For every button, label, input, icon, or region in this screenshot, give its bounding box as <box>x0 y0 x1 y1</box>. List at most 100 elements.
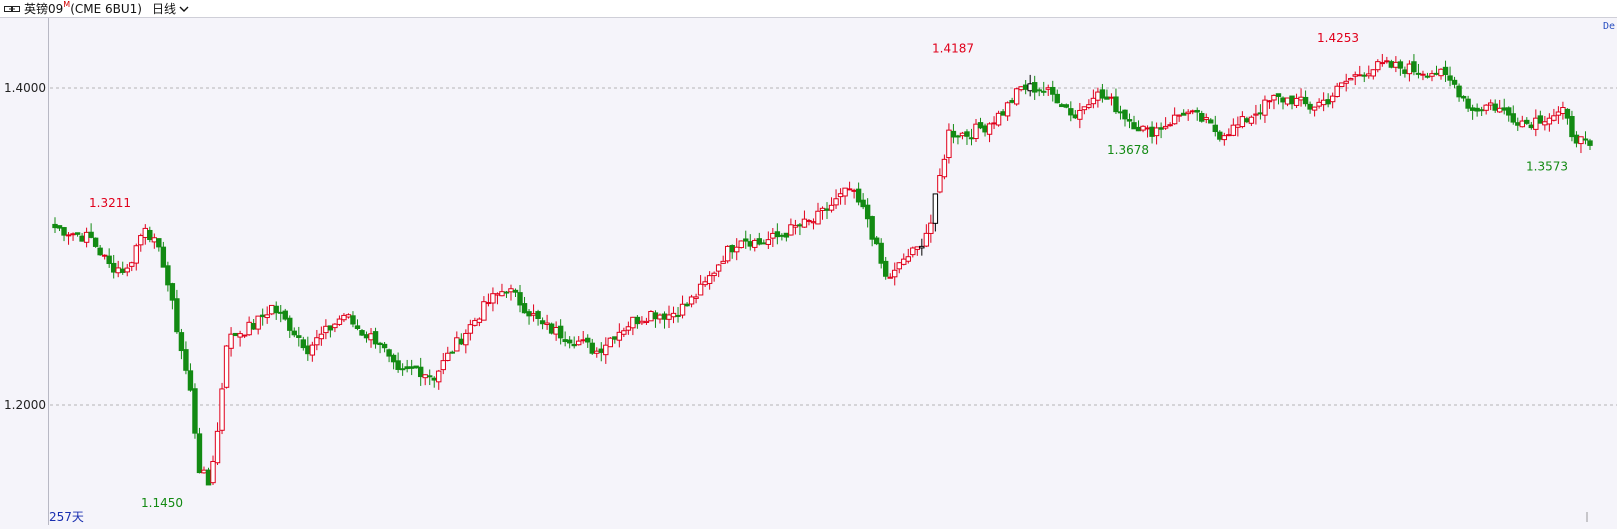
candle-body <box>1226 134 1232 137</box>
candle-body <box>553 327 559 335</box>
candle-body <box>941 158 948 178</box>
candle-body <box>833 198 839 206</box>
candle-body <box>779 234 785 237</box>
candle-body <box>1257 112 1264 115</box>
candle-body <box>1217 131 1223 140</box>
candle-body <box>648 310 654 322</box>
candle-body <box>869 216 875 240</box>
candle-body <box>810 221 817 224</box>
candle-body <box>1153 127 1160 137</box>
candle-body <box>1366 73 1372 77</box>
candlestick-chart[interactable]: 1.2000 1.4000 1.3211 1.1450 1.4187 1.3678 1.42… <box>0 18 1617 525</box>
candle-body <box>1253 113 1259 116</box>
candle-body <box>1054 93 1060 104</box>
candle-body <box>83 231 90 243</box>
candle-body <box>124 267 130 273</box>
candle-body <box>336 318 343 325</box>
candle-body <box>1424 75 1431 78</box>
candle-body <box>92 237 99 247</box>
extreme-label: 1.3573 <box>1526 160 1568 174</box>
candle-body <box>1167 124 1173 127</box>
candle-body <box>237 333 243 338</box>
candle-body <box>1352 74 1358 77</box>
candle-body <box>1013 88 1020 105</box>
candle-body <box>278 311 284 314</box>
candle-body <box>273 305 279 314</box>
candle-body <box>715 264 722 272</box>
chart-header: 英镑09 M (CME 6BU1) 日线 <box>0 0 1617 18</box>
candle-body <box>174 298 180 333</box>
candle-body <box>1433 72 1440 75</box>
candle-body <box>1190 110 1196 113</box>
candle-body <box>1370 69 1376 77</box>
candle-body <box>151 237 158 243</box>
candle-body <box>1384 60 1390 63</box>
candle-body <box>955 135 961 138</box>
candle-body <box>395 360 401 370</box>
candle-body <box>1564 108 1571 119</box>
candle-body <box>720 260 726 264</box>
period-selector[interactable]: 日线 <box>152 0 190 17</box>
candle-body <box>824 208 830 211</box>
candle-body <box>1438 68 1444 77</box>
candle-body <box>535 311 541 319</box>
candle-body <box>178 332 185 352</box>
candle-body <box>1140 125 1146 131</box>
candle-body <box>959 132 966 137</box>
candle-body <box>332 323 338 329</box>
chart-area[interactable]: 1.2000 1.4000 1.3211 1.1450 1.4187 1.3678 1.42… <box>0 18 1617 525</box>
candle-body <box>973 123 979 140</box>
candle-body <box>910 247 916 256</box>
candle-body <box>1144 127 1151 130</box>
candle-body <box>413 365 419 369</box>
candle-body <box>147 229 153 241</box>
candle-body <box>752 239 758 248</box>
candle-body <box>946 129 952 159</box>
candle-body <box>566 339 573 344</box>
candle-body <box>1447 75 1453 81</box>
candle-body <box>354 325 361 330</box>
period-label: 日线 <box>151 2 176 16</box>
candle-body <box>860 199 866 208</box>
candle-body <box>661 313 668 320</box>
candle-body <box>1208 119 1214 124</box>
candle-body <box>670 312 677 318</box>
candle-body <box>196 433 203 474</box>
candle-body <box>770 232 776 239</box>
contract-code: (CME 6BU1) <box>70 1 142 16</box>
candle-body <box>1402 69 1408 74</box>
candle-body <box>1487 102 1494 106</box>
candle-body <box>1113 96 1119 113</box>
candle-body <box>1474 107 1480 112</box>
candle-body <box>232 332 239 337</box>
candle-body <box>521 303 528 314</box>
candle-body <box>363 334 370 339</box>
candle-body <box>1388 61 1395 68</box>
candle-body <box>1068 108 1074 116</box>
candle-body <box>255 315 261 330</box>
candle-body <box>372 331 379 345</box>
candle-body <box>1072 114 1079 119</box>
candle-body <box>74 232 81 235</box>
candle-body <box>1230 124 1237 136</box>
link-icon[interactable] <box>4 5 20 13</box>
candle-body <box>359 330 365 336</box>
extreme-label: 1.3678 <box>1107 143 1149 157</box>
candle-body <box>1077 109 1083 120</box>
candle-body <box>341 314 347 321</box>
candle-body <box>1510 113 1516 123</box>
candle-body <box>512 289 519 293</box>
candle-body <box>589 342 595 354</box>
candle-body <box>652 312 659 320</box>
candle-body <box>350 315 356 325</box>
candle-body <box>1081 106 1088 111</box>
candle-body <box>991 122 997 125</box>
candle-body <box>950 130 957 138</box>
candle-body <box>1248 116 1255 124</box>
candle-body <box>1357 74 1363 77</box>
candle-body <box>156 238 162 248</box>
candle-body <box>1135 126 1142 132</box>
candle-body <box>846 188 853 191</box>
candle-body <box>571 343 577 347</box>
candle-body <box>711 272 717 277</box>
